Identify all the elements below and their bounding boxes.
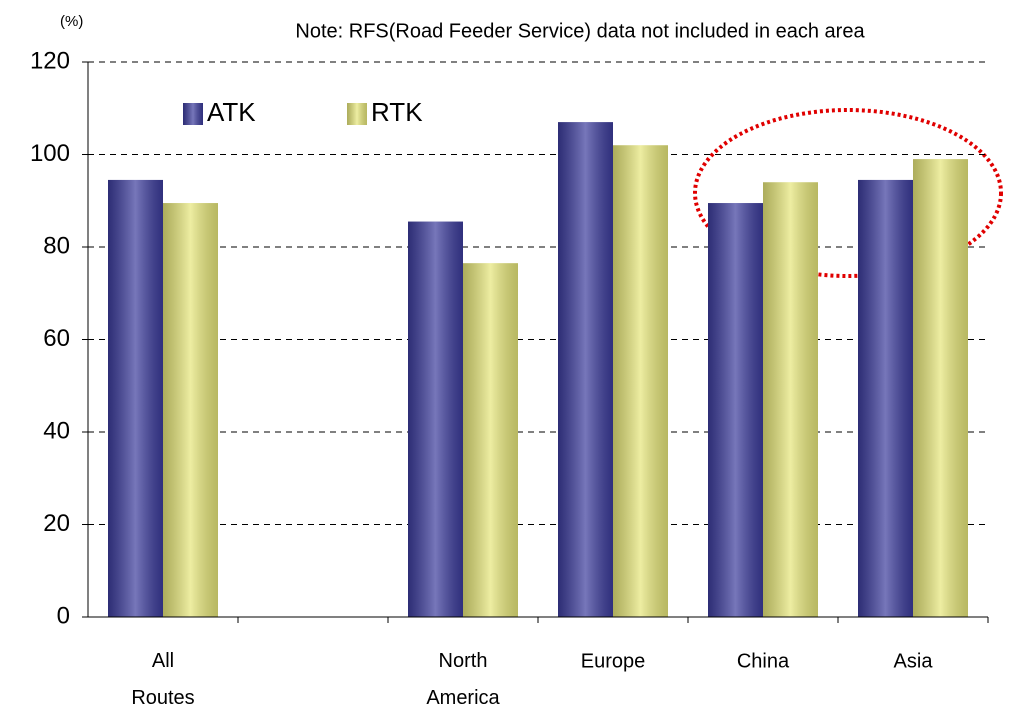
bar-shade — [763, 182, 818, 617]
x-tick-label: China — [737, 650, 790, 672]
legend-swatch-shade — [183, 103, 203, 125]
bar-shade — [408, 221, 463, 617]
bar-shade — [108, 179, 163, 617]
bar-shade — [858, 179, 913, 617]
note: Note: RFS(Road Feeder Service) data not … — [295, 20, 865, 42]
bar-shade — [613, 145, 668, 617]
y-tick-label: 60 — [43, 325, 70, 352]
y-tick-label: 120 — [30, 47, 70, 74]
bar-shade — [708, 203, 763, 617]
unit-label: (%) — [60, 13, 83, 30]
x-tick-label: Asia — [894, 650, 934, 672]
y-tick-label: 0 — [57, 602, 70, 629]
y-tick-label: 80 — [43, 232, 70, 259]
bar-shade — [913, 159, 968, 617]
x-tick-line: Routes — [131, 687, 194, 709]
x-tick-line: All — [152, 650, 174, 672]
legend-label: ATK — [207, 97, 256, 127]
bar-shade — [463, 263, 518, 617]
legend-swatch-shade — [347, 103, 367, 125]
x-tick-line: North — [439, 650, 488, 672]
bar-shade — [163, 203, 218, 617]
y-tick-label: 40 — [43, 417, 70, 444]
x-tick-line: America — [426, 687, 500, 709]
bar-shade — [558, 122, 613, 617]
highlight-ellipse — [693, 108, 1003, 278]
legend-label: RTK — [371, 97, 423, 127]
y-tick-label: 100 — [30, 140, 70, 167]
x-tick-label: North America — [426, 650, 500, 709]
x-tick-label: Europe — [581, 650, 646, 672]
x-tick-label: All Routes — [131, 650, 194, 709]
y-tick-label: 20 — [43, 510, 70, 537]
